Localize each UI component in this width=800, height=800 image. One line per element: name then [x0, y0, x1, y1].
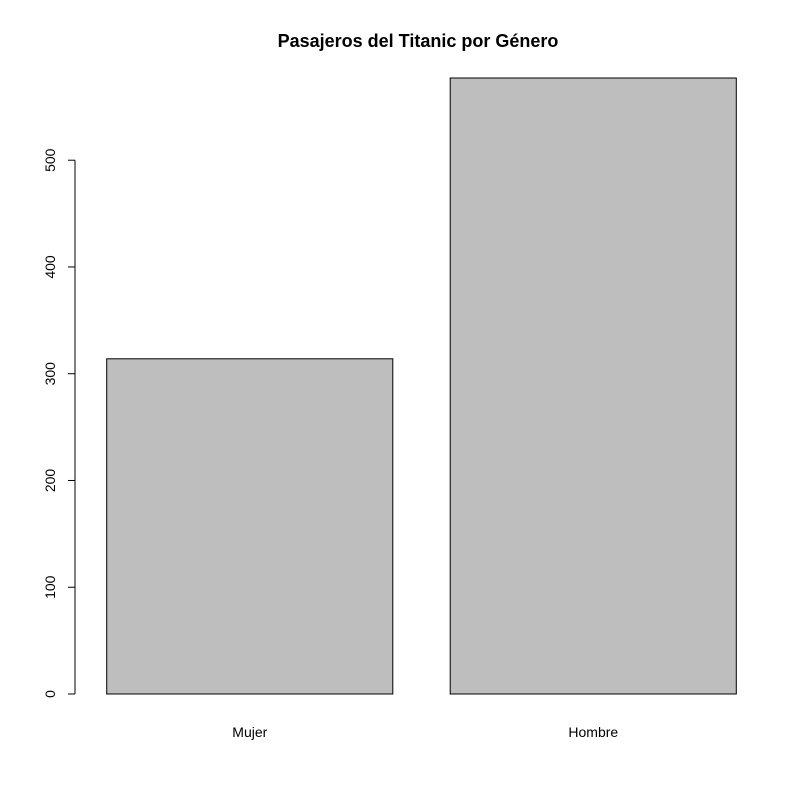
bar-mujer: [106, 358, 394, 695]
y-tick-label: 100: [42, 575, 58, 599]
y-tick-label: 400: [42, 255, 58, 279]
y-tick-label: 200: [42, 469, 58, 493]
category-labels: Mujer Hombre: [232, 724, 618, 740]
y-axis: 0 100 200 300 400 500: [42, 148, 76, 698]
chart-title: Pasajeros del Titanic por Género: [278, 31, 559, 51]
category-label-hombre: Hombre: [568, 724, 618, 740]
bar-hombre: [449, 77, 737, 695]
y-tick-label: 300: [42, 362, 58, 386]
bars-group: [106, 77, 737, 695]
y-tick-label: 0: [42, 690, 58, 698]
y-tick-label: 500: [42, 148, 58, 172]
category-label-mujer: Mujer: [232, 724, 267, 740]
